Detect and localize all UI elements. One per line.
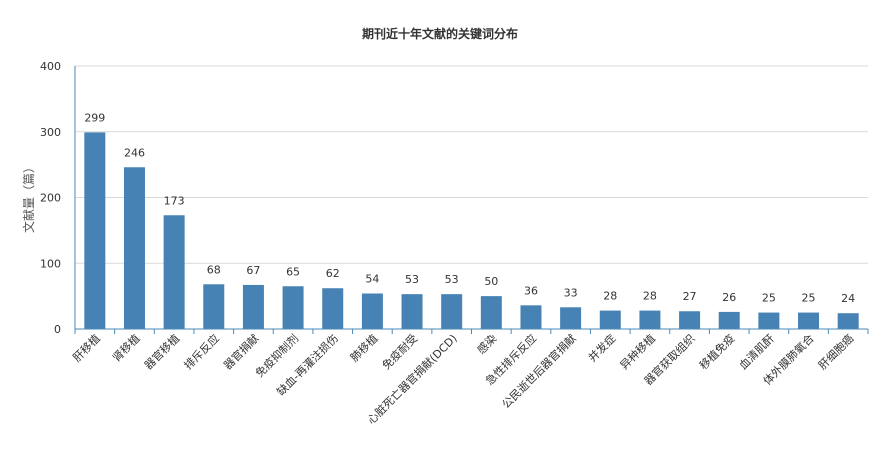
bar [203, 284, 225, 329]
bar [123, 167, 145, 329]
chart-title: 期刊近十年文献的关键词分布 [362, 26, 518, 41]
bar [679, 311, 701, 329]
x-tick-label: 异种移植 [617, 331, 658, 372]
data-label: 25 [802, 292, 816, 305]
y-tick-label: 100 [40, 257, 61, 270]
bar [560, 307, 582, 329]
x-tick-label: 肝移植 [70, 331, 103, 364]
data-label: 246 [124, 146, 145, 159]
y-tick-labels: 0 100 200 300 400 [40, 60, 61, 336]
x-tick-label: 移植免疫 [696, 331, 737, 372]
bar [361, 293, 383, 329]
data-label: 54 [365, 272, 379, 285]
x-tick-label: 感染 [474, 331, 499, 356]
data-label: 26 [722, 291, 736, 304]
bar [798, 312, 820, 329]
y-tick-label: 400 [40, 60, 61, 73]
bar [163, 215, 185, 329]
bar [282, 286, 304, 329]
data-label: 28 [643, 290, 657, 303]
bar [599, 310, 621, 329]
y-axis-label: 文献量（篇） [21, 161, 36, 233]
x-tick-label: 血清肌酐 [736, 331, 777, 372]
data-label: 25 [762, 292, 776, 305]
x-tick-label: 排斥反应 [181, 331, 222, 372]
bar [639, 310, 661, 329]
bar [718, 311, 740, 329]
x-tick-label: 免疫耐受 [379, 331, 420, 372]
bars [84, 132, 859, 329]
data-label: 36 [524, 284, 538, 297]
bar [758, 312, 780, 329]
bar [242, 284, 264, 329]
bar [837, 313, 859, 329]
data-label: 28 [603, 290, 617, 303]
data-label: 53 [405, 273, 419, 286]
data-label: 53 [445, 273, 459, 286]
bar [520, 305, 542, 329]
data-label: 62 [326, 267, 340, 280]
data-label: 68 [207, 263, 221, 276]
bar [322, 288, 344, 329]
x-tick-label: 肾移植 [109, 331, 142, 364]
data-label: 33 [564, 286, 578, 299]
bar [480, 296, 502, 329]
bar [84, 132, 106, 329]
x-tick-label: 肝细胞癌 [815, 331, 856, 372]
bar [401, 294, 423, 329]
data-label: 65 [286, 265, 300, 278]
y-tick-label: 200 [40, 192, 61, 205]
x-tick-label: 公民逝世后器官捐献 [499, 331, 579, 411]
data-label: 173 [164, 194, 185, 207]
y-tick-label: 0 [54, 323, 61, 336]
x-tick-label: 肺移植 [347, 331, 380, 364]
data-label: 299 [84, 111, 105, 124]
x-tick-label: 器官移植 [141, 331, 182, 372]
data-label: 27 [683, 290, 697, 303]
data-label: 24 [841, 292, 855, 305]
x-tick-label: 并发症 [585, 331, 618, 364]
x-tick-label: 器官捐献 [221, 331, 262, 372]
data-label: 50 [484, 275, 498, 288]
data-labels: 299 246 173 68 67 65 62 54 53 53 50 36 33 28 28 27 26 25 2… [84, 111, 855, 305]
gridlines [75, 65, 868, 264]
y-tick-label: 300 [40, 126, 61, 139]
axes [74, 66, 869, 334]
bar [441, 294, 463, 329]
data-label: 67 [246, 264, 260, 277]
